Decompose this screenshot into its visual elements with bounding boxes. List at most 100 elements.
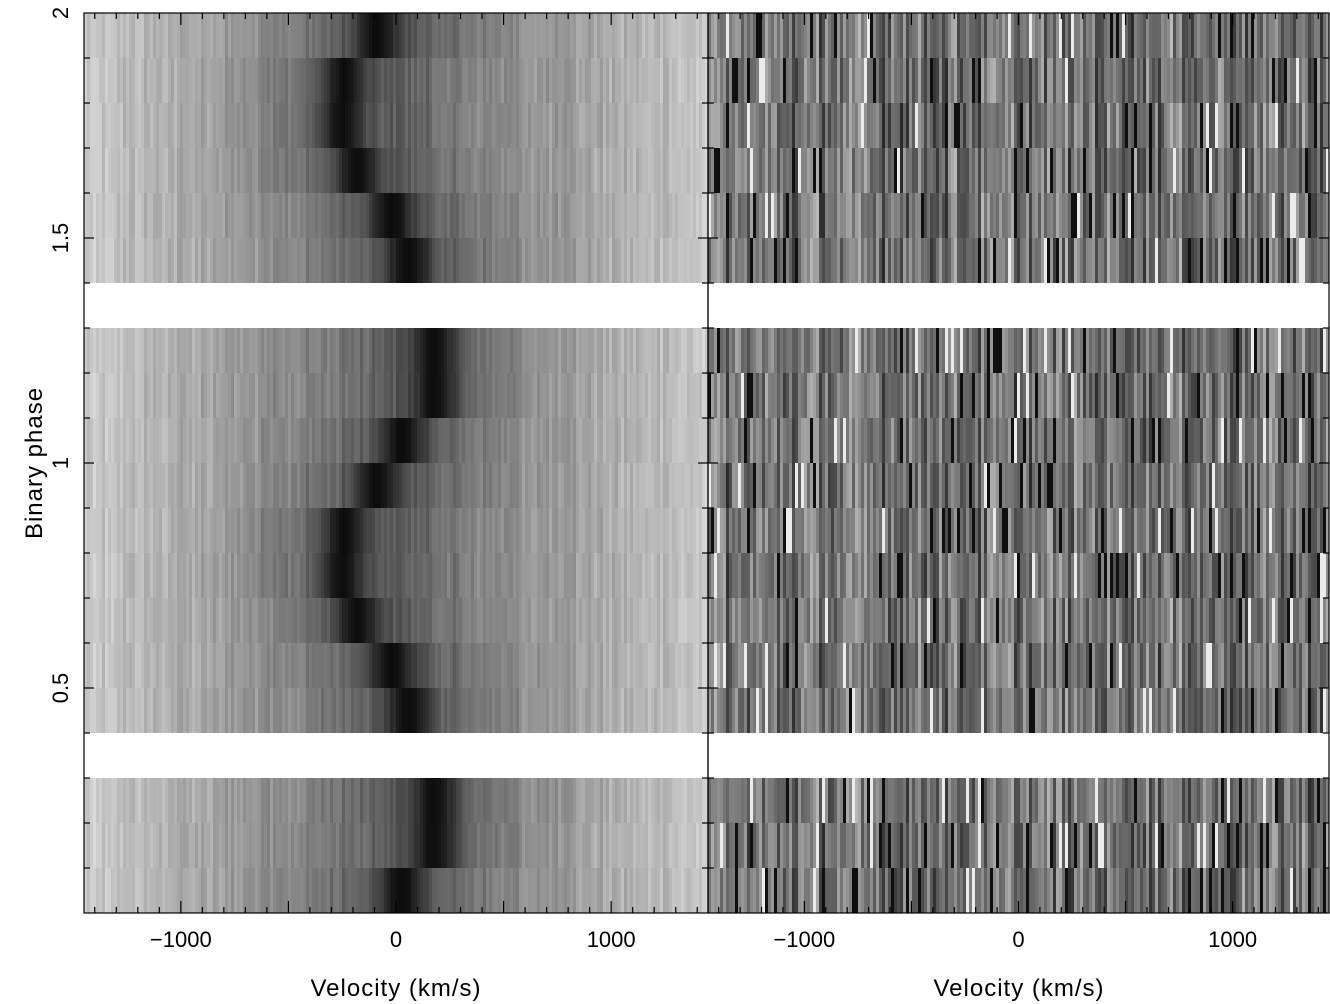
spectrum-pixel (114, 643, 117, 688)
spectrum-pixel (138, 463, 141, 508)
spectrum-pixel (285, 778, 288, 823)
spectrum-pixel (495, 823, 498, 868)
spectrum-pixel (369, 58, 372, 103)
spectrum-pixel (720, 598, 723, 643)
spectrum-pixel (612, 598, 615, 643)
spectrum-pixel (426, 868, 429, 913)
spectrum-pixel (474, 778, 477, 823)
spectrum-pixel (528, 643, 531, 688)
spectrum-pixel (1299, 868, 1302, 913)
spectrum-pixel (624, 193, 627, 238)
spectrum-pixel (411, 688, 414, 733)
spectrum-pixel (1149, 778, 1152, 823)
spectrum-pixel (450, 778, 453, 823)
spectrum-pixel (225, 373, 228, 418)
spectrum-pixel (324, 373, 327, 418)
spectrum-pixel (123, 148, 126, 193)
spectrum-pixel (282, 553, 285, 598)
spectrum-pixel (714, 778, 717, 823)
spectrum-pixel (90, 103, 93, 148)
spectrum-pixel (168, 418, 171, 463)
spectrum-pixel (1125, 688, 1128, 733)
spectrum-pixel (366, 373, 369, 418)
spectrum-pixel (240, 823, 243, 868)
spectrum-pixel (936, 868, 939, 913)
spectrum-pixel (90, 688, 93, 733)
spectrum-pixel (819, 688, 822, 733)
spectrum-pixel (603, 13, 606, 58)
spectrum-pixel (102, 778, 105, 823)
spectrum-pixel (255, 463, 258, 508)
spectrum-pixel (1281, 868, 1284, 913)
spectrum-pixel (660, 418, 663, 463)
spectrum-pixel (1320, 868, 1323, 913)
spectrum-pixel (261, 148, 264, 193)
spectrum-pixel (861, 868, 864, 913)
spectrum-pixel (522, 868, 525, 913)
spectrum-pixel (468, 58, 471, 103)
spectrum-pixel (663, 193, 666, 238)
spectrum-pixel (489, 508, 492, 553)
spectrum-pixel (318, 328, 321, 373)
spectrum-pixel (663, 418, 666, 463)
spectrum-pixel (249, 13, 252, 58)
spectrum-pixel (1071, 778, 1074, 823)
spectrum-pixel (258, 778, 261, 823)
spectrum-pixel (741, 598, 744, 643)
spectrum-pixel (237, 508, 240, 553)
spectrum-pixel (1107, 823, 1110, 868)
spectrum-pixel (489, 103, 492, 148)
spectrum-pixel (450, 418, 453, 463)
spectrum-pixel (912, 598, 915, 643)
spectrum-pixel (654, 778, 657, 823)
spectrum-pixel (855, 688, 858, 733)
spectrum-pixel (144, 643, 147, 688)
spectrum-pixel (516, 328, 519, 373)
spectrum-pixel (153, 508, 156, 553)
spectrum-pixel (1047, 598, 1050, 643)
spectrum-pixel (372, 868, 375, 913)
spectrum-pixel (273, 868, 276, 913)
spectrum-pixel (1206, 823, 1209, 868)
spectrum-pixel (162, 418, 165, 463)
spectrum-pixel (663, 778, 666, 823)
spectrum-pixel (288, 193, 291, 238)
spectrum-pixel (408, 868, 411, 913)
spectrum-pixel (666, 553, 669, 598)
spectrum-pixel (492, 688, 495, 733)
spectrum-pixel (753, 643, 756, 688)
spectrum-pixel (147, 688, 150, 733)
spectrum-pixel (351, 553, 354, 598)
spectrum-pixel (840, 598, 843, 643)
spectrum-pixel (1050, 778, 1053, 823)
spectrum-pixel (648, 13, 651, 58)
spectrum-pixel (843, 643, 846, 688)
spectrum-pixel (675, 688, 678, 733)
spectrum-pixel (483, 823, 486, 868)
spectrum-pixel (429, 193, 432, 238)
spectrum-pixel (234, 508, 237, 553)
spectrum-pixel (567, 238, 570, 283)
spectrum-pixel (504, 823, 507, 868)
spectrum-pixel (432, 463, 435, 508)
spectrum-pixel (1284, 688, 1287, 733)
spectrum-pixel (387, 148, 390, 193)
spectrum-pixel (297, 13, 300, 58)
spectrum-pixel (537, 688, 540, 733)
spectrum-pixel (252, 463, 255, 508)
spectrum-pixel (1017, 823, 1020, 868)
spectrum-pixel (627, 688, 630, 733)
spectrum-pixel (690, 553, 693, 598)
spectrum-pixel (516, 373, 519, 418)
spectrum-pixel (351, 238, 354, 283)
spectrum-pixel (330, 13, 333, 58)
spectrum-pixel (330, 553, 333, 598)
spectrum-pixel (312, 643, 315, 688)
spectrum-pixel (639, 418, 642, 463)
spectrum-pixel (141, 148, 144, 193)
spectrum-pixel (108, 553, 111, 598)
spectrum-pixel (282, 508, 285, 553)
spectrum-pixel (282, 103, 285, 148)
spectrum-pixel (102, 508, 105, 553)
spectrum-pixel (657, 778, 660, 823)
